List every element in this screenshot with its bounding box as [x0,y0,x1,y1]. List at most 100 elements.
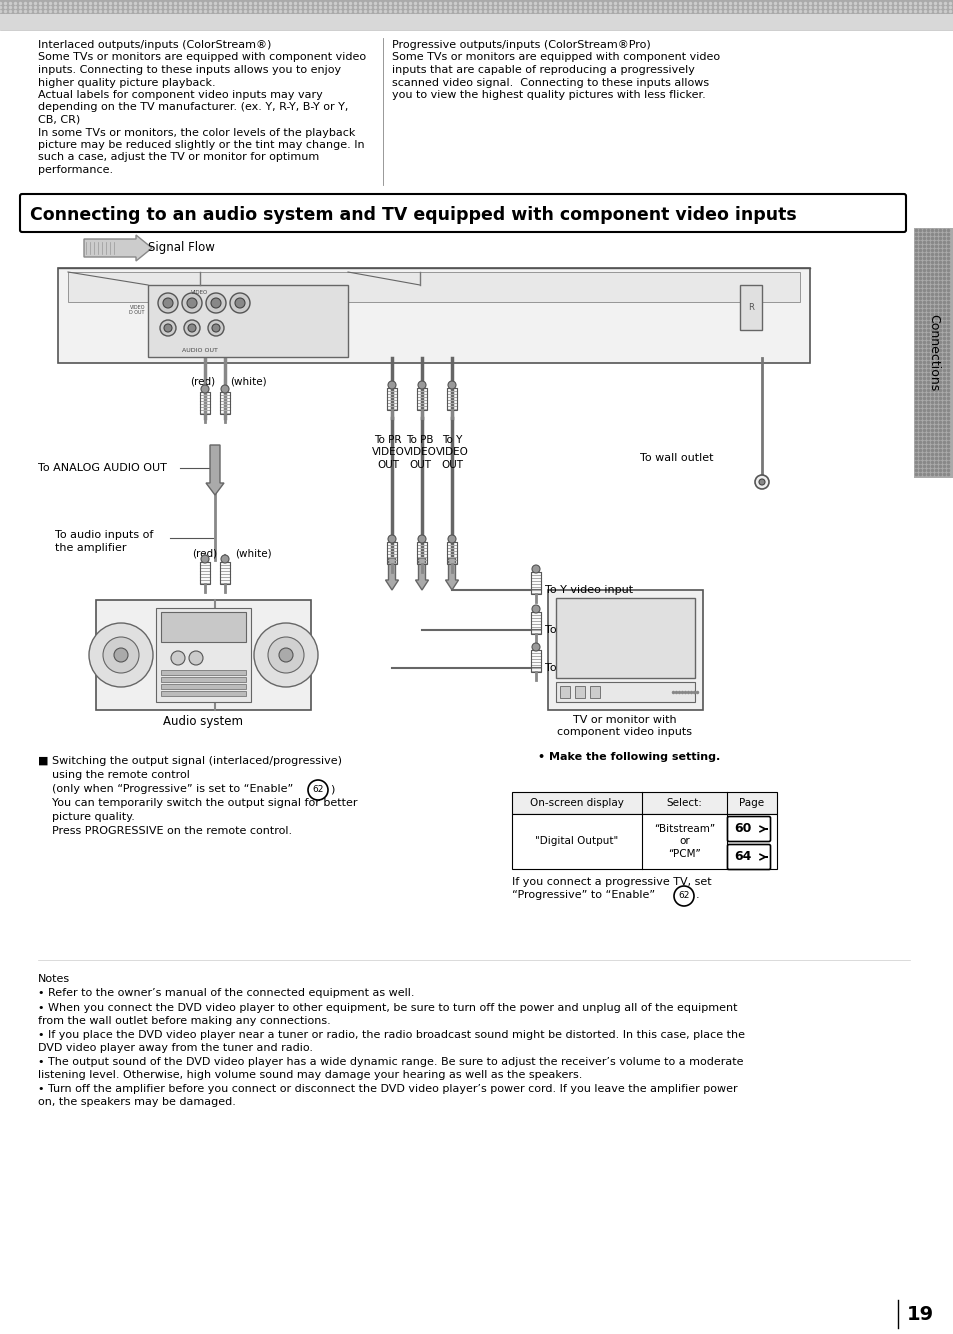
Text: (only when “Progressive” is set to “Enable”: (only when “Progressive” is set to “Enab… [38,784,293,794]
Bar [220,392,230,414]
Circle shape [268,638,304,672]
Text: R: R [747,303,753,312]
Circle shape [388,382,395,390]
Bar [531,612,540,634]
Bar [161,676,246,682]
FancyArrow shape [445,558,458,590]
Text: depending on the TV manufacturer. (ex. Y, R-Y, B-Y or Y,: depending on the TV manufacturer. (ex. Y… [38,103,348,112]
Circle shape [171,651,185,666]
Text: .: . [696,890,699,900]
Circle shape [532,643,539,651]
Bar [58,268,809,363]
Circle shape [201,386,209,394]
Bar [156,608,251,702]
Circle shape [448,535,456,543]
Bar [200,562,210,584]
Circle shape [164,324,172,332]
Circle shape [532,606,539,614]
Text: In some TVs or monitors, the color levels of the playback: In some TVs or monitors, the color level… [38,128,355,137]
Text: 60: 60 [734,823,751,835]
Circle shape [253,623,317,687]
Text: To audio inputs of
the amplifier: To audio inputs of the amplifier [55,530,153,554]
Text: TV or monitor with
component video inputs: TV or monitor with component video input… [557,715,692,738]
Circle shape [188,324,195,332]
Text: • Refer to the owner’s manual of the connected equipment as well.: • Refer to the owner’s manual of the con… [38,988,414,998]
Text: ): ) [330,784,334,794]
Bar [220,562,230,584]
Bar [96,600,311,710]
Circle shape [182,293,202,313]
Text: you to view the highest quality pictures with less flicker.: you to view the highest quality pictures… [392,89,705,100]
Bar [531,650,540,672]
Text: such a case, adjust the TV or monitor for optimum: such a case, adjust the TV or monitor fo… [38,152,319,163]
Text: Press PROGRESSIVE on the remote control.: Press PROGRESSIVE on the remote control. [38,826,292,836]
Text: Connecting to an audio system and TV equipped with component video inputs: Connecting to an audio system and TV equ… [30,205,796,224]
Text: picture may be reduced slightly or the tint may change. In: picture may be reduced slightly or the t… [38,140,364,149]
Bar [161,612,246,642]
Circle shape [184,320,200,336]
Text: VIDEO: VIDEO [192,289,209,295]
Circle shape [278,648,293,662]
Bar [161,684,246,688]
Bar [556,682,695,702]
FancyArrow shape [84,235,152,261]
Bar [0,0,953,13]
Circle shape [230,293,250,313]
Circle shape [206,293,226,313]
FancyBboxPatch shape [727,816,770,842]
Circle shape [158,293,178,313]
Bar [148,285,348,358]
Bar [447,542,456,564]
Circle shape [308,780,328,800]
Text: (white): (white) [230,378,266,387]
Circle shape [163,297,172,308]
Text: (red): (red) [193,548,217,558]
Circle shape [221,555,229,563]
Text: Progressive outputs/inputs (ColorStream®Pro): Progressive outputs/inputs (ColorStream®… [392,40,650,49]
Text: using the remote control: using the remote control [38,770,190,780]
Text: To Y
VIDEO
OUT: To Y VIDEO OUT [436,435,468,470]
Text: Notes: Notes [38,974,71,984]
Text: You can temporarily switch the output signal for better: You can temporarily switch the output si… [38,798,357,808]
Circle shape [673,886,693,906]
Text: (red): (red) [191,378,215,387]
Circle shape [89,623,152,687]
Bar [547,590,702,710]
Circle shape [113,648,128,662]
Text: Signal Flow: Signal Flow [148,241,214,255]
Text: ■ Switching the output signal (interlaced/progressive): ■ Switching the output signal (interlace… [38,756,341,766]
Text: Some TVs or monitors are equipped with component video: Some TVs or monitors are equipped with c… [38,52,366,63]
Circle shape [160,320,175,336]
Text: performance.: performance. [38,165,113,175]
Bar [161,670,246,675]
Text: inputs. Connecting to these inputs allows you to enjoy: inputs. Connecting to these inputs allow… [38,65,341,75]
Text: • If you place the DVD video player near a tuner or radio, the radio broadcast s: • If you place the DVD video player near… [38,1030,744,1053]
Text: AUDIO OUT: AUDIO OUT [182,348,217,354]
FancyArrow shape [206,446,224,495]
Text: To PR video input: To PR video input [544,663,640,672]
Bar [575,686,584,698]
Circle shape [388,535,395,543]
Bar [556,598,695,678]
Text: To wall outlet: To wall outlet [639,454,713,463]
Text: Some TVs or monitors are equipped with component video: Some TVs or monitors are equipped with c… [392,52,720,63]
Text: • Make the following setting.: • Make the following setting. [537,752,720,762]
Text: To ANALOG AUDIO OUT: To ANALOG AUDIO OUT [38,463,167,474]
Text: • Turn off the amplifier before you connect or disconnect the DVD video player’s: • Turn off the amplifier before you conn… [38,1085,737,1107]
Text: 19: 19 [905,1305,933,1323]
Circle shape [211,297,221,308]
Text: scanned video signal.  Connecting to these inputs allows: scanned video signal. Connecting to thes… [392,77,708,88]
Text: To PB video input: To PB video input [544,626,640,635]
Bar [416,388,427,410]
Bar [447,388,456,410]
Text: picture quality.: picture quality. [38,812,134,822]
Circle shape [417,382,426,390]
Bar [416,542,427,564]
Bar [0,13,953,29]
Circle shape [417,535,426,543]
Circle shape [189,651,203,666]
Text: CB, CR): CB, CR) [38,115,80,125]
Text: Select:: Select: [666,798,701,808]
FancyBboxPatch shape [727,844,770,870]
Bar [512,792,776,814]
